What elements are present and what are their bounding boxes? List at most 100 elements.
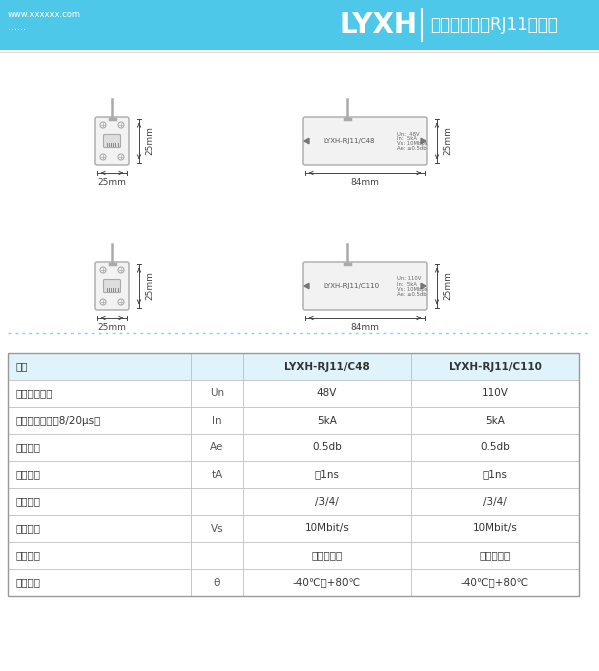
Bar [243, 434, 411, 461]
Bar [411, 434, 579, 461]
FancyBboxPatch shape [104, 280, 120, 293]
Text: θ: θ [214, 578, 220, 588]
Bar [191, 407, 243, 434]
Bar [8, 488, 191, 515]
Bar [8, 380, 191, 407]
Text: Ae: ≤0.5db: Ae: ≤0.5db [397, 291, 426, 297]
Text: 保护线数: 保护线数 [15, 497, 40, 507]
Bar [243, 461, 411, 488]
Text: ＜1ns: ＜1ns [314, 470, 340, 480]
Bar [8, 569, 191, 596]
FancyBboxPatch shape [104, 134, 120, 148]
Text: 10Mbit/s: 10Mbit/s [473, 523, 518, 533]
Bar [191, 461, 243, 488]
Text: 传输速率: 传输速率 [15, 523, 40, 533]
Text: 25mm: 25mm [98, 323, 126, 332]
Text: Vs: 10Mbps: Vs: 10Mbps [397, 287, 428, 291]
Text: tA: tA [211, 470, 223, 480]
FancyBboxPatch shape [95, 262, 129, 310]
Bar [8, 515, 191, 542]
Text: www.xxxxxx.com: www.xxxxxx.com [8, 10, 81, 19]
Text: In: In [212, 415, 222, 425]
Text: 25mm: 25mm [145, 127, 154, 156]
Bar [411, 380, 579, 407]
Bar [8, 461, 191, 488]
Text: Un:  48V: Un: 48V [397, 132, 420, 136]
Bar [8, 353, 579, 596]
Circle shape [118, 122, 124, 128]
Text: 屏蔽金属铝: 屏蔽金属铝 [479, 550, 510, 560]
Text: 信号防雷器（RJ11系列）: 信号防雷器（RJ11系列） [430, 16, 558, 34]
Text: 110V: 110V [482, 389, 509, 399]
Text: LYXH-RJ11/C110: LYXH-RJ11/C110 [323, 283, 379, 289]
Text: In:  5kA: In: 5kA [397, 282, 417, 287]
FancyBboxPatch shape [95, 117, 129, 165]
Bar [191, 380, 243, 407]
Bar [8, 353, 191, 380]
Text: 外壳材料: 外壳材料 [15, 550, 40, 560]
Text: Un: 110V: Un: 110V [397, 276, 421, 282]
Circle shape [100, 299, 106, 305]
FancyBboxPatch shape [303, 117, 427, 165]
Bar [243, 380, 411, 407]
Circle shape [100, 154, 106, 160]
Circle shape [100, 122, 106, 128]
Text: 84mm: 84mm [350, 178, 379, 187]
Text: 48V: 48V [317, 389, 337, 399]
Bar [191, 515, 243, 542]
Text: LYXH-RJ11/C48: LYXH-RJ11/C48 [323, 138, 374, 144]
Bar [191, 434, 243, 461]
Bar [243, 515, 411, 542]
Bar [243, 488, 411, 515]
Text: Vs: Vs [211, 523, 223, 533]
Bar [191, 569, 243, 596]
Text: Un: Un [210, 389, 224, 399]
Text: 标称工作电压: 标称工作电压 [15, 389, 53, 399]
Text: LYXH: LYXH [340, 11, 418, 39]
Polygon shape [421, 138, 426, 144]
Text: -40℃至+80℃: -40℃至+80℃ [293, 578, 361, 588]
Bar [191, 353, 243, 380]
Bar [411, 488, 579, 515]
Polygon shape [304, 138, 309, 144]
Text: 84mm: 84mm [350, 323, 379, 332]
Bar [243, 569, 411, 596]
Circle shape [118, 267, 124, 273]
Text: Ae: ≤0.5db: Ae: ≤0.5db [397, 146, 426, 152]
Polygon shape [421, 283, 426, 289]
Bar [411, 407, 579, 434]
Bar [191, 488, 243, 515]
Text: /3/4/: /3/4/ [483, 497, 507, 507]
Text: 响应时间: 响应时间 [15, 470, 40, 480]
Bar [8, 434, 191, 461]
Bar [243, 353, 411, 380]
Polygon shape [304, 283, 309, 289]
Text: 0.5db: 0.5db [312, 442, 342, 452]
Text: 屏蔽金属铝: 屏蔽金属铝 [311, 550, 343, 560]
Text: 25mm: 25mm [145, 272, 154, 301]
Text: Vs: 10Mbps: Vs: 10Mbps [397, 142, 428, 146]
Text: 型号: 型号 [15, 362, 28, 372]
Bar [411, 353, 579, 380]
Text: 标称放电电流（8/20μs）: 标称放电电流（8/20μs） [15, 415, 101, 425]
Text: 插入损耗: 插入损耗 [15, 442, 40, 452]
Text: Ae: Ae [210, 442, 223, 452]
Circle shape [118, 299, 124, 305]
Text: 5kA: 5kA [317, 415, 337, 425]
Text: 25mm: 25mm [443, 127, 452, 156]
Text: ......: ...... [8, 22, 26, 32]
Bar [411, 461, 579, 488]
Text: LYXH-RJ11/C110: LYXH-RJ11/C110 [449, 362, 541, 372]
Text: ＜1ns: ＜1ns [483, 470, 507, 480]
Bar [243, 542, 411, 569]
Text: -40℃至+80℃: -40℃至+80℃ [461, 578, 529, 588]
Bar [8, 542, 191, 569]
Text: 0.5db: 0.5db [480, 442, 510, 452]
Text: 5kA: 5kA [485, 415, 505, 425]
Bar [243, 407, 411, 434]
Bar [411, 515, 579, 542]
Text: 10Mbit/s: 10Mbit/s [305, 523, 349, 533]
Bar [191, 542, 243, 569]
Circle shape [100, 267, 106, 273]
Bar [8, 407, 191, 434]
